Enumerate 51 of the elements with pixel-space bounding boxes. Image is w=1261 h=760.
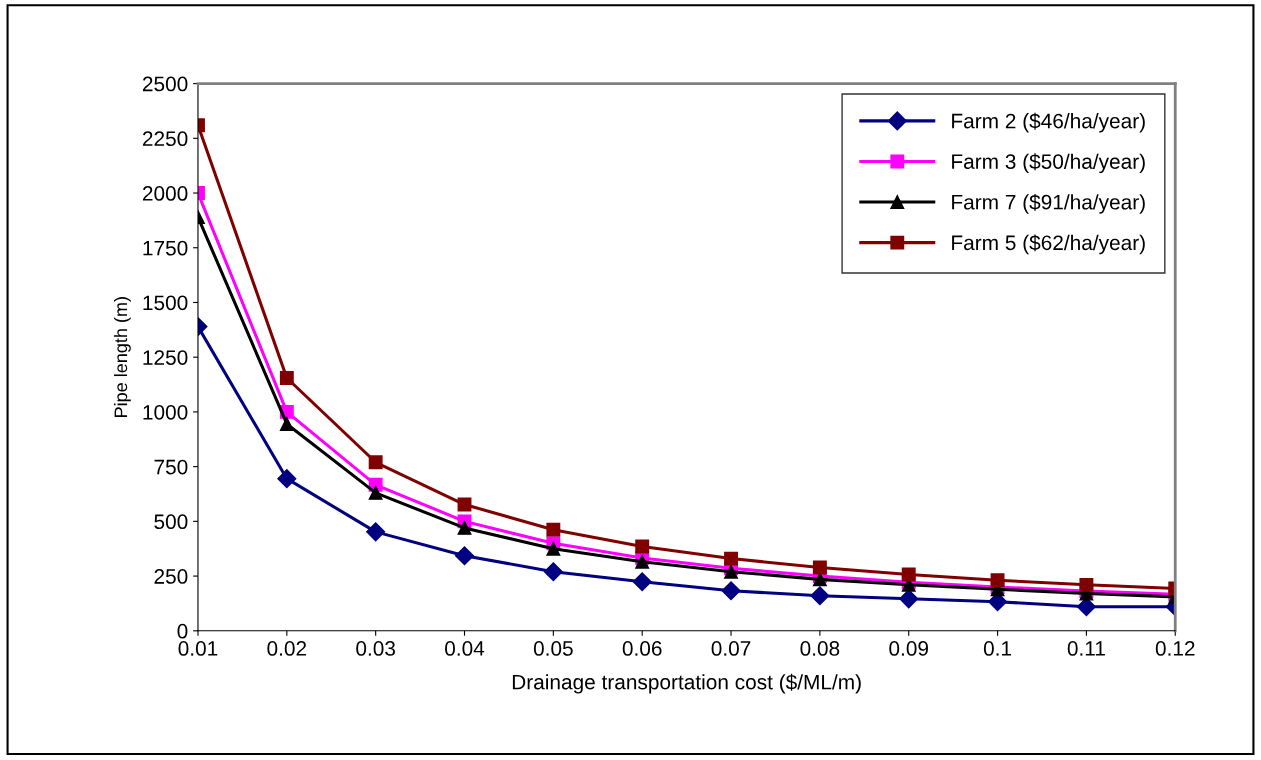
x-tick-label: 0.09 — [889, 641, 929, 656]
x-tick-label: 0.1 — [983, 641, 1012, 656]
point — [1079, 577, 1094, 592]
y-tick-label: 2500 — [142, 76, 188, 92]
point — [810, 586, 830, 606]
point — [277, 469, 297, 489]
point — [368, 455, 383, 470]
y-tick-label: 750 — [154, 459, 188, 475]
point — [279, 417, 294, 431]
point — [632, 572, 652, 592]
point — [546, 522, 561, 537]
y-axis-title: Pipe length (m) — [113, 297, 131, 417]
point — [812, 560, 827, 575]
y-tick-label: 1500 — [143, 295, 188, 311]
point — [899, 589, 919, 609]
x-tick-label: 0.08 — [800, 641, 840, 656]
point — [635, 539, 650, 554]
legend-label: Farm 7 ($91/ha/year) — [952, 193, 1145, 214]
x-tick-label: 0.04 — [445, 641, 485, 656]
x-tick-label: 0.03 — [356, 641, 396, 656]
y-tick-label: 0 — [177, 623, 188, 639]
y-tick-label: 2000 — [142, 186, 188, 201]
x-tick-label: 0.07 — [711, 641, 751, 656]
point — [635, 554, 650, 569]
point — [543, 562, 563, 582]
y-tick-label: 1250 — [143, 350, 188, 365]
point — [368, 485, 383, 500]
legend-label: Farm 3 ($50/ha/year) — [952, 153, 1145, 174]
x-tick-label: 0.11 — [1067, 641, 1105, 656]
point — [454, 546, 475, 566]
x-tick-label: 0.05 — [533, 641, 573, 656]
legend-label: Farm 5 ($62/ha/year) — [952, 234, 1145, 255]
y-tick-label: 500 — [154, 514, 188, 530]
x-axis-title: Drainage transportation cost ($/ML/m) — [512, 673, 861, 694]
point — [546, 541, 561, 556]
point — [724, 551, 738, 566]
point — [721, 581, 741, 601]
point — [366, 522, 386, 542]
x-tick-label: 0.06 — [622, 641, 662, 656]
x-tick-label: 0.12 — [1155, 641, 1195, 656]
x-tick-label: 0.01 — [178, 641, 218, 656]
point — [279, 371, 294, 385]
y-tick-label: 1750 — [143, 240, 188, 256]
point — [457, 520, 472, 535]
legend-label: Farm 2 ($46/ha/year) — [952, 112, 1145, 133]
point — [901, 567, 916, 582]
y-tick-label: 250 — [154, 569, 188, 584]
y-tick-label: 1000 — [143, 404, 188, 420]
point — [990, 573, 1005, 588]
y-tick-label: 2250 — [142, 131, 188, 147]
x-tick-label: 0.02 — [267, 641, 307, 656]
